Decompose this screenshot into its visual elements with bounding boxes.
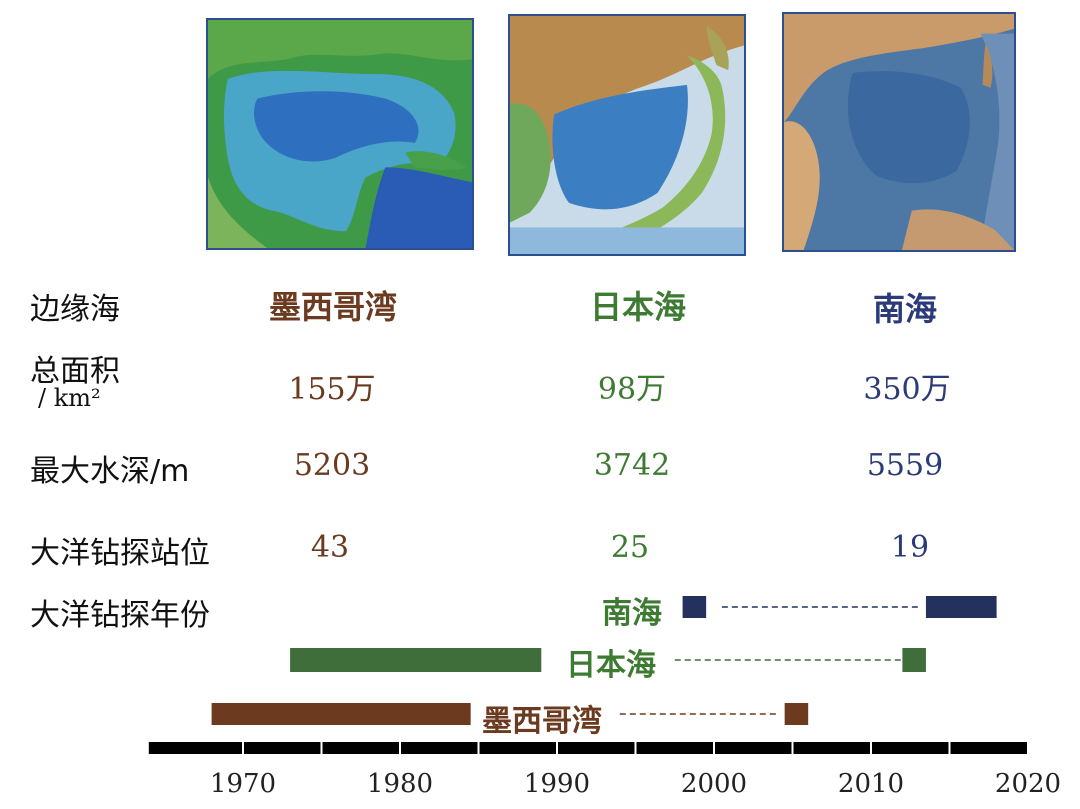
- axis-segment: [636, 742, 713, 754]
- axis-segment: [322, 742, 399, 754]
- axis-segment: [793, 742, 870, 754]
- row-label-sea: 边缘海: [30, 292, 120, 327]
- axis-segment: [165, 742, 242, 754]
- axis-segment: [950, 742, 1027, 754]
- header-south-china-sea: 南海: [872, 290, 938, 328]
- timeline-label-sea-of-japan: 日本海: [566, 648, 656, 683]
- timeline-chart: 1970 1980 1990 2000 2010 2020: [148, 596, 1061, 799]
- timeline-bar-0-1: [925, 596, 997, 618]
- axis-tick-label-2000: 2000: [681, 769, 747, 799]
- sites-sea-of-japan: 25: [610, 530, 650, 565]
- header-gulf-of-mexico: 墨西哥湾: [268, 288, 398, 326]
- row-label-area: 总面积: [30, 354, 120, 389]
- axis-tick-label-2010: 2010: [838, 769, 904, 799]
- depth-south-china-sea: 5559: [866, 448, 944, 483]
- area-sea-of-japan: 98万: [597, 372, 667, 407]
- sites-south-china-sea: 19: [890, 530, 930, 565]
- sea-of-japan-map: [508, 14, 746, 256]
- south-china-sea-map: [782, 12, 1016, 252]
- timeline-label-gulf-of-mexico: 墨西哥湾: [482, 704, 602, 739]
- depth-sea-of-japan: 3742: [593, 448, 671, 483]
- area-south-china-sea: 350万: [863, 372, 951, 407]
- timeline-bar-2-0: [211, 703, 471, 725]
- area-gulf-of-mexico: 155万: [288, 372, 376, 407]
- axis-segment: [479, 742, 556, 754]
- axis-tick-label-1990: 1990: [524, 769, 590, 799]
- axis-tick-label-2020: 2020: [995, 769, 1061, 799]
- timeline-label-south-china-sea: 南海: [602, 596, 662, 631]
- row-label-years: 大洋钻探年份: [30, 598, 210, 633]
- header-sea-of-japan: 日本海: [589, 288, 687, 326]
- gulf-of-mexico-map: [206, 18, 474, 250]
- timeline-bar-1-1: [902, 648, 926, 672]
- timeline-bar-0-0: [682, 596, 707, 618]
- row-label-area-unit: / km²: [38, 384, 101, 412]
- axis-segment: [244, 742, 321, 754]
- depth-gulf-of-mexico: 5203: [293, 448, 371, 483]
- axis-segment: [715, 742, 792, 754]
- timeline-bar-1-0: [290, 648, 542, 672]
- axis-tick-label-1970: 1970: [210, 769, 276, 799]
- axis-segment: [872, 742, 949, 754]
- row-label-sites: 大洋钻探站位: [30, 536, 210, 571]
- axis-segment: [558, 742, 635, 754]
- axis-segment: [401, 742, 478, 754]
- axis-tick-label-1980: 1980: [367, 769, 433, 799]
- row-label-depth: 最大水深/m: [30, 454, 190, 489]
- sites-gulf-of-mexico: 43: [310, 530, 350, 565]
- timeline-bar-2-1: [784, 703, 809, 725]
